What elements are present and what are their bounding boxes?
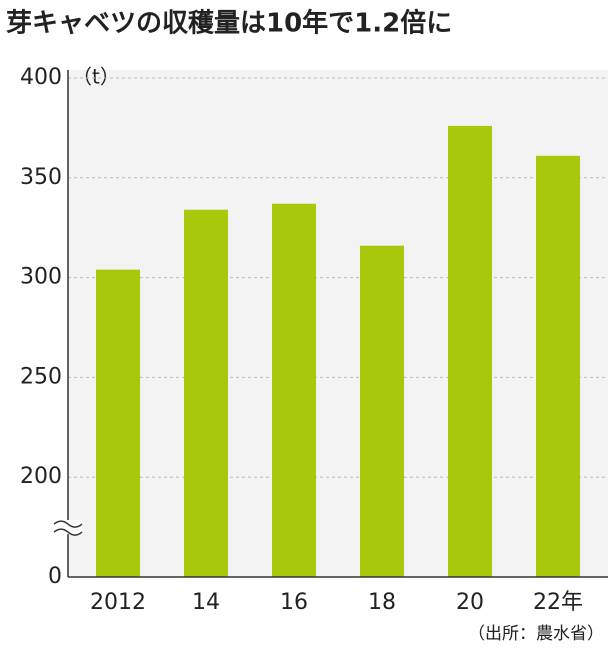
source: （出所：農水省） (468, 624, 604, 644)
axis-break-gap (54, 520, 82, 535)
bar (96, 269, 140, 577)
y-tick-label: 250 (20, 364, 62, 389)
bar (360, 245, 404, 577)
y-tick-label: 0 (48, 564, 62, 589)
chart-title: 芽キャベツの収穫量は10年で1.2倍に (6, 8, 452, 39)
y-tick-label: 400 (20, 65, 62, 90)
plot-background (68, 70, 608, 577)
bar (536, 155, 580, 577)
x-tick-label: 14 (192, 590, 220, 615)
y-tick-label: 200 (20, 464, 62, 489)
y-tick-label: 350 (20, 165, 62, 190)
x-tick-label: 20 (456, 590, 484, 615)
x-tick-label: 18 (368, 590, 396, 615)
bar (184, 209, 228, 577)
x-tick-label: 16 (280, 590, 308, 615)
x-tick-label: 2012 (90, 590, 146, 615)
axis-break (53, 520, 83, 536)
x-tick-label: 22年 (533, 590, 583, 615)
y-tick-label: 300 (20, 265, 62, 290)
bar (272, 203, 316, 578)
unit-label: （t） (72, 65, 120, 89)
bar (448, 125, 492, 578)
